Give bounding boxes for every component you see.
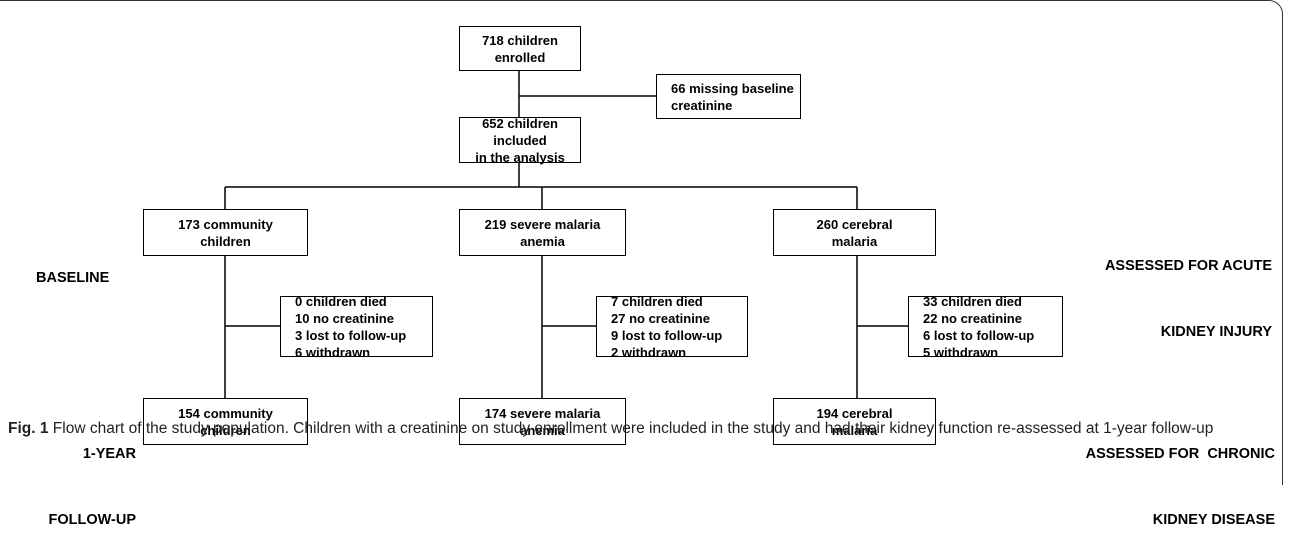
node-text: children: [200, 422, 251, 438]
node-box: 219 severe malaria anemia: [459, 209, 626, 256]
node-box: 7 children died 27 no creatinine 9 lost to…: [596, 293, 748, 360]
node-text: 22 no creatinine: [923, 310, 1022, 326]
node-text: 2 withdrawn: [611, 344, 687, 360]
node-box: 33 children died 22 no creatinine 6 lost t…: [908, 293, 1063, 360]
frame: [0, 0, 1283, 485]
node-text: 174 severe malaria: [484, 405, 601, 421]
node-text: 718 children enrolled: [482, 32, 558, 65]
label-line: FOLLOW-UP: [48, 512, 137, 528]
node-text: 66 missing baseline: [671, 80, 794, 96]
node-text: anemia: [520, 422, 565, 438]
node-text: creatinine: [671, 97, 733, 113]
page: 718 children enrolled 66 missing baselin…: [0, 0, 1283, 528]
node-text: 3 lost to follow-up: [295, 327, 407, 343]
node-box: 652 children included in the analysis: [459, 115, 581, 165]
label-line: ASSESSED FOR CHRONIC: [1085, 446, 1275, 462]
node-text: 7 children died: [611, 293, 703, 309]
node-text: 0 children died: [295, 293, 387, 309]
node-box: 174 severe malaria anemia: [459, 398, 626, 445]
node-box: 154 community children: [143, 398, 308, 445]
node-text: 194 cerebral: [816, 405, 893, 421]
caption-text: Flow chart of the study population. Chil…: [52, 420, 1214, 437]
stage-label: BASELINE: [36, 223, 109, 311]
node-box: 260 cerebral malaria: [773, 209, 936, 256]
node-text: 173 community: [178, 216, 273, 232]
node-text: 652 children included: [482, 115, 558, 148]
node-text: malaria: [831, 233, 878, 249]
node-text: 33 children died: [923, 293, 1022, 309]
node-text: malaria: [831, 422, 878, 438]
connectors: [224, 70, 908, 398]
node-text: 6 lost to follow-up: [923, 327, 1035, 343]
label-line: KIDNEY DISEASE: [1152, 512, 1275, 528]
node-text: 10 no creatinine: [295, 310, 394, 326]
node-text: 9 lost to follow-up: [611, 327, 723, 343]
node-text: 154 community: [178, 405, 273, 421]
node-text: children: [200, 233, 251, 249]
node-text: 5 withdrawn: [923, 344, 999, 360]
node-text: in the analysis: [475, 149, 565, 165]
node-text: anemia: [520, 233, 565, 249]
label-line: ASSESSED FOR ACUTE: [1104, 258, 1272, 274]
label-line: 1-YEAR: [82, 446, 136, 462]
assessment-label: ASSESSED FOR ACUTE KIDNEY INJURY: [1000, 211, 1272, 365]
node-box: 173 community children: [143, 209, 308, 256]
caption-label: Fig. 1: [8, 420, 49, 437]
node-text: 27 no creatinine: [611, 310, 710, 326]
label-line: BASELINE: [36, 270, 110, 286]
node-text: 219 severe malaria: [484, 216, 601, 232]
node-box: 0 children died 10 no creatinine 3 lost to…: [280, 293, 433, 360]
node-box: 718 children enrolled: [459, 26, 581, 71]
node-box: 66 missing baseline creatinine: [656, 74, 801, 119]
node-text: 6 withdrawn: [295, 344, 371, 360]
node-text: 260 cerebral: [816, 216, 893, 232]
caption: Fig. 1 Flow chart of the study populatio…: [8, 417, 1248, 441]
label-line: KIDNEY INJURY: [1160, 324, 1272, 340]
node-box: 194 cerebral malaria: [773, 398, 936, 445]
